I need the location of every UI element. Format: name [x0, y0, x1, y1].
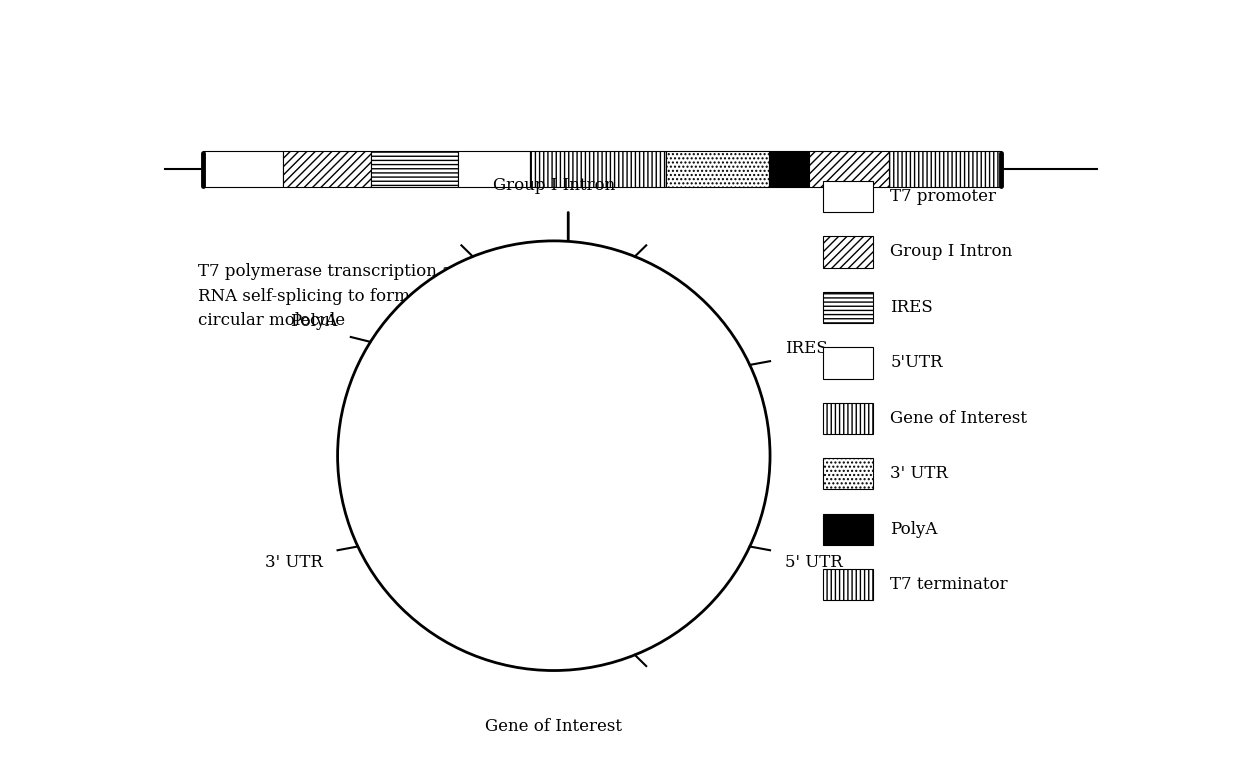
- Text: Group I Intron: Group I Intron: [890, 244, 1012, 261]
- Text: T7 polymerase transcription and
RNA self-splicing to form
circular molecule: T7 polymerase transcription and RNA self…: [198, 263, 474, 330]
- Bar: [889, 151, 1001, 187]
- Bar: [459, 151, 529, 187]
- Text: PolyA: PolyA: [290, 313, 337, 330]
- Text: 5'UTR: 5'UTR: [890, 355, 942, 371]
- Text: Gene of Interest: Gene of Interest: [485, 718, 622, 734]
- Bar: [823, 181, 873, 212]
- Text: T7 promoter: T7 promoter: [890, 188, 996, 205]
- Bar: [283, 151, 371, 187]
- Text: 3' UTR: 3' UTR: [264, 554, 322, 572]
- Bar: [823, 402, 873, 434]
- Bar: [823, 236, 873, 268]
- Bar: [823, 458, 873, 489]
- Bar: [769, 151, 810, 187]
- Bar: [810, 151, 889, 187]
- Text: 3' UTR: 3' UTR: [890, 465, 949, 482]
- Bar: [371, 151, 459, 187]
- Text: T7 terminator: T7 terminator: [890, 576, 1008, 594]
- Text: Gene of Interest: Gene of Interest: [890, 410, 1027, 427]
- Bar: [529, 151, 666, 187]
- Bar: [823, 292, 873, 323]
- Bar: [203, 151, 283, 187]
- Text: PolyA: PolyA: [890, 521, 937, 538]
- Ellipse shape: [337, 241, 770, 670]
- Bar: [666, 151, 769, 187]
- Text: IRES: IRES: [890, 299, 932, 316]
- Text: 5' UTR: 5' UTR: [785, 554, 843, 572]
- Text: IRES: IRES: [785, 340, 828, 357]
- Bar: [823, 569, 873, 601]
- Text: Group I Intron: Group I Intron: [492, 177, 615, 193]
- Bar: [823, 347, 873, 378]
- Bar: [823, 514, 873, 545]
